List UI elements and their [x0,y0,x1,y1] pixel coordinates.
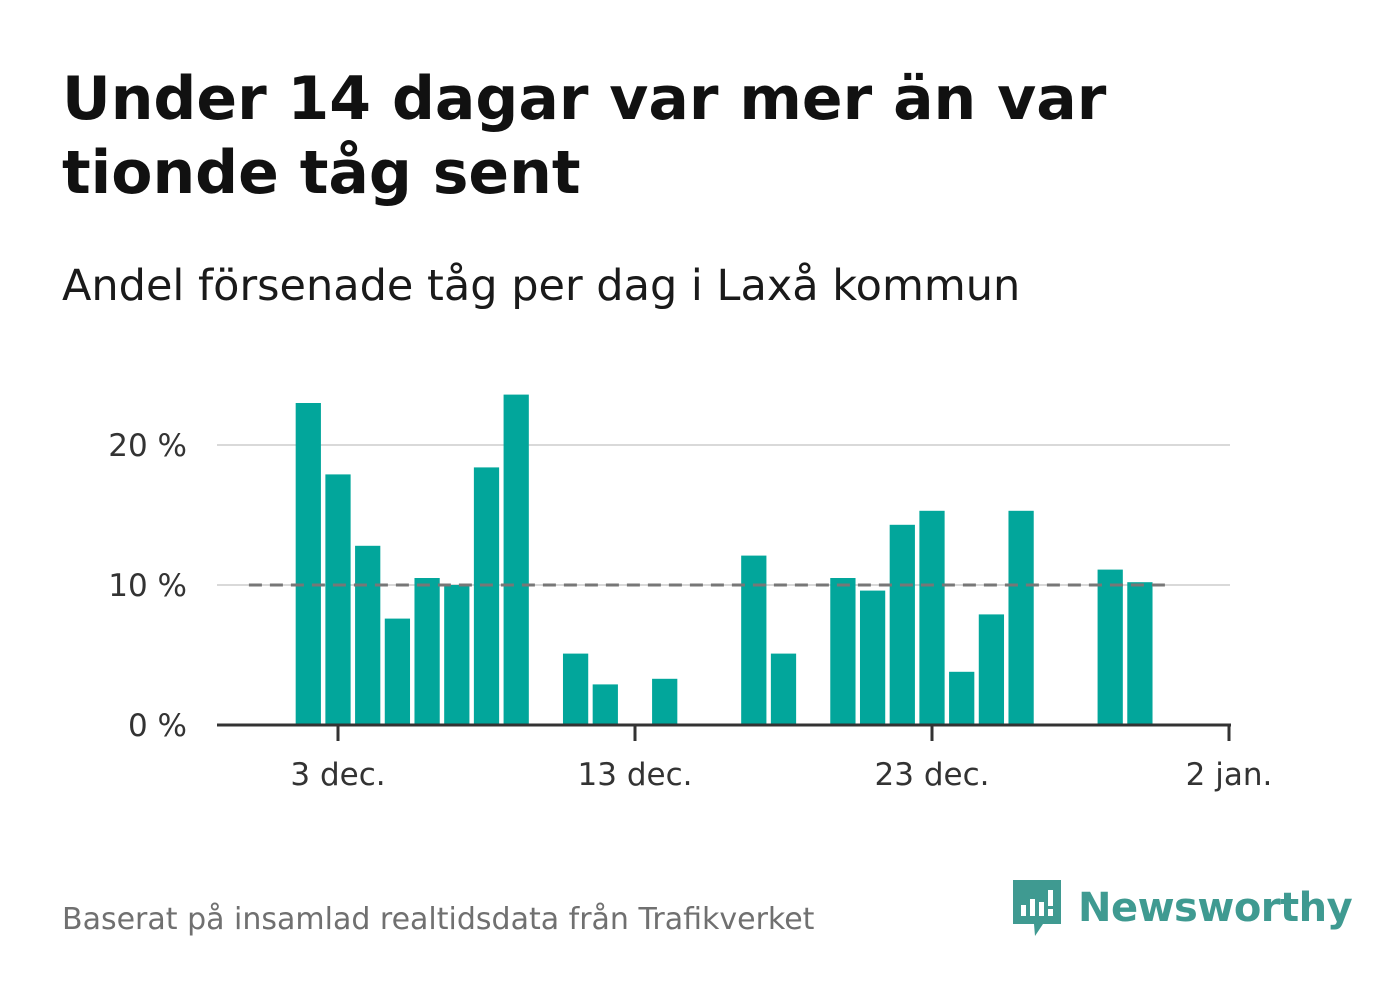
bar [414,578,440,725]
bar [355,545,381,725]
chart-title: Under 14 dagar var mer än var tionde tåg… [62,64,1107,208]
y-tick-label: 10 % [108,568,187,604]
source-note: Baserat på insamlad realtidsdata från Tr… [62,902,815,937]
bar [384,618,411,725]
y-tick-label: 20 % [108,428,187,464]
bar [889,524,915,725]
x-tick-label: 3 dec. [290,757,385,793]
bar [770,653,797,725]
x-tick-label: 2 jan. [1186,757,1273,793]
axes: 0 % 10 % 20 % 3 dec. 13 dec. 23 dec. 2 jan. [108,428,1272,793]
bar [444,585,470,725]
bar [473,467,500,725]
bar [741,555,767,725]
x-tick-label: 23 dec. [875,757,990,793]
brand-name: Newsworthy [1078,885,1353,931]
bar [503,394,529,725]
bar [859,590,886,725]
bars [295,394,1153,725]
chart-subtitle: Andel försenade tåg per dag i Laxå kommu… [62,261,1021,311]
bar [592,684,618,725]
bar [1127,582,1153,725]
x-tick-label: 13 dec. [578,757,693,793]
bar [1008,510,1034,725]
bar [652,678,678,725]
newsworthy-logo-icon [1013,880,1061,936]
y-tick-label: 0 % [128,708,187,744]
bar [949,671,975,725]
bar [325,474,351,725]
brand-logo: Newsworthy [1010,878,1353,938]
bar [830,578,856,725]
bar [978,614,1005,725]
bar [1097,569,1123,725]
bar [919,510,945,725]
bar [295,403,321,725]
bar [562,653,589,725]
bar-chart: 0 % 10 % 20 % 3 dec. 13 dec. 23 dec. 2 jan. [108,394,1272,793]
